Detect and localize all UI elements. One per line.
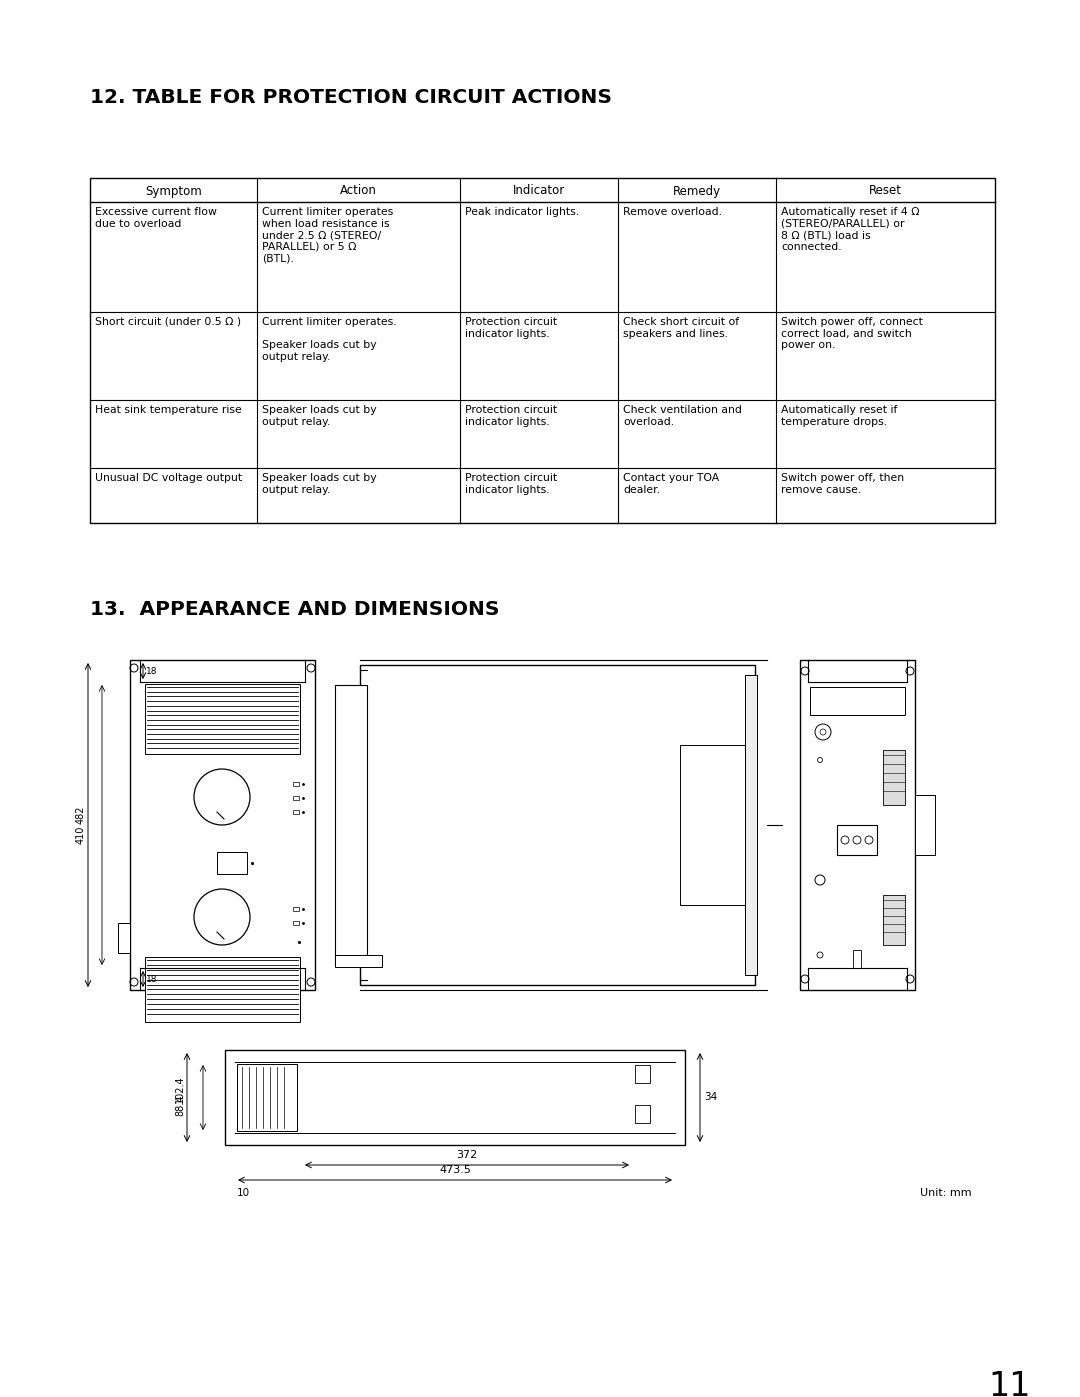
Bar — [145, 685, 300, 754]
Text: Indicator: Indicator — [513, 184, 565, 197]
Text: 34: 34 — [704, 1092, 717, 1102]
Bar — [853, 950, 861, 968]
Text: Remove overload.: Remove overload. — [623, 207, 723, 217]
Text: 473.5: 473.5 — [440, 1165, 471, 1175]
Text: Heat sink temperature rise: Heat sink temperature rise — [95, 405, 242, 415]
Text: Check ventilation and
overload.: Check ventilation and overload. — [623, 405, 742, 426]
Text: 18: 18 — [146, 975, 158, 983]
Text: Current limiter operates.

Speaker loads cut by
output relay.: Current limiter operates. Speaker loads … — [262, 317, 396, 362]
Bar — [810, 687, 905, 715]
Text: Switch power off, then
remove cause.: Switch power off, then remove cause. — [781, 474, 904, 495]
Bar — [635, 1065, 650, 1083]
Text: 18: 18 — [146, 666, 158, 676]
Text: Peak indicator lights.: Peak indicator lights. — [465, 207, 579, 217]
Bar — [293, 796, 299, 800]
Bar — [883, 895, 905, 944]
Bar — [293, 921, 299, 925]
Bar — [335, 956, 382, 967]
Text: 410: 410 — [76, 826, 86, 844]
Text: Switch power off, connect
correct load, and switch
power on.: Switch power off, connect correct load, … — [781, 317, 923, 351]
Bar — [800, 659, 915, 990]
Text: Unusual DC voltage output: Unusual DC voltage output — [95, 474, 242, 483]
Text: Current limiter operates
when load resistance is
under 2.5 Ω (STEREO/
PARALLEL) : Current limiter operates when load resis… — [262, 207, 393, 264]
Text: Contact your TOA
dealer.: Contact your TOA dealer. — [623, 474, 719, 495]
Text: Check short circuit of
speakers and lines.: Check short circuit of speakers and line… — [623, 317, 739, 338]
Text: Automatically reset if
temperature drops.: Automatically reset if temperature drops… — [781, 405, 897, 426]
Text: Remedy: Remedy — [673, 184, 721, 197]
Text: 12. TABLE FOR PROTECTION CIRCUIT ACTIONS: 12. TABLE FOR PROTECTION CIRCUIT ACTIONS — [90, 88, 612, 108]
Text: 372: 372 — [457, 1150, 477, 1160]
Bar — [130, 659, 315, 990]
Text: Protection circuit
indicator lights.: Protection circuit indicator lights. — [465, 474, 557, 495]
Text: 11: 11 — [989, 1370, 1031, 1397]
Bar — [883, 750, 905, 805]
Text: Symptom: Symptom — [145, 184, 202, 197]
Text: Speaker loads cut by
output relay.: Speaker loads cut by output relay. — [262, 474, 377, 495]
Bar — [293, 907, 299, 911]
Text: 13.  APPEARANCE AND DIMENSIONS: 13. APPEARANCE AND DIMENSIONS — [90, 599, 499, 619]
Bar — [635, 1105, 650, 1123]
Text: Action: Action — [340, 184, 377, 197]
Text: Reset: Reset — [869, 184, 902, 197]
Bar — [680, 745, 745, 905]
Bar — [335, 685, 367, 965]
Text: 482: 482 — [76, 806, 86, 824]
Text: Short circuit (under 0.5 Ω ): Short circuit (under 0.5 Ω ) — [95, 317, 241, 327]
Bar — [118, 923, 130, 953]
Bar — [837, 826, 877, 855]
Text: 88.4: 88.4 — [175, 1095, 185, 1116]
Text: Unit: mm: Unit: mm — [920, 1187, 972, 1199]
Text: Protection circuit
indicator lights.: Protection circuit indicator lights. — [465, 317, 557, 338]
Bar — [293, 810, 299, 814]
Bar — [90, 177, 995, 522]
Bar — [915, 795, 935, 855]
Bar — [217, 852, 247, 875]
Bar — [745, 675, 757, 975]
Bar — [145, 957, 300, 1023]
Bar — [225, 1051, 685, 1146]
Bar — [360, 665, 755, 985]
Text: Speaker loads cut by
output relay.: Speaker loads cut by output relay. — [262, 405, 377, 426]
Bar — [237, 1065, 297, 1132]
Text: Protection circuit
indicator lights.: Protection circuit indicator lights. — [465, 405, 557, 426]
Text: 10: 10 — [237, 1187, 249, 1199]
Bar — [293, 782, 299, 787]
Text: Excessive current flow
due to overload: Excessive current flow due to overload — [95, 207, 217, 229]
Text: Automatically reset if 4 Ω
(STEREO/PARALLEL) or
8 Ω (BTL) load is
connected.: Automatically reset if 4 Ω (STEREO/PARAL… — [781, 207, 919, 251]
Text: 102.4: 102.4 — [175, 1076, 185, 1104]
